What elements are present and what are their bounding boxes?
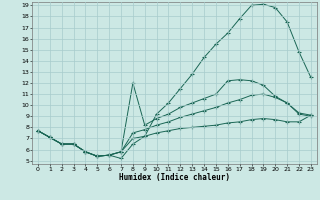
X-axis label: Humidex (Indice chaleur): Humidex (Indice chaleur) — [119, 173, 230, 182]
